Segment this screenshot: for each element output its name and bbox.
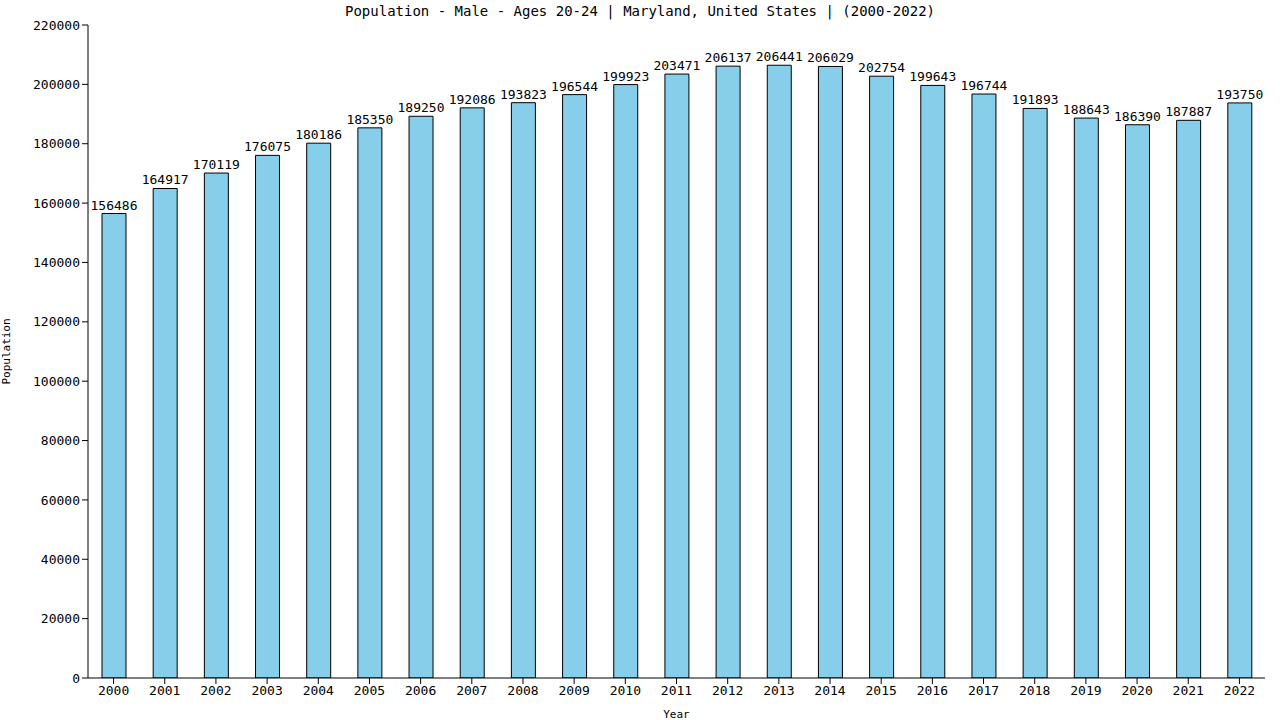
svg-text:192086: 192086 — [449, 92, 496, 107]
svg-text:80000: 80000 — [41, 433, 80, 448]
svg-text:180000: 180000 — [33, 136, 80, 151]
svg-text:2012: 2012 — [712, 683, 743, 698]
svg-text:140000: 140000 — [33, 255, 80, 270]
svg-text:2016: 2016 — [917, 683, 948, 698]
svg-text:206029: 206029 — [807, 50, 854, 65]
svg-text:2002: 2002 — [200, 683, 231, 698]
svg-text:2022: 2022 — [1224, 683, 1255, 698]
svg-text:2005: 2005 — [354, 683, 385, 698]
svg-text:188643: 188643 — [1063, 102, 1110, 117]
svg-text:Year: Year — [663, 708, 690, 720]
svg-text:156486: 156486 — [91, 198, 138, 213]
svg-text:185350: 185350 — [346, 112, 393, 127]
svg-text:2020: 2020 — [1121, 683, 1152, 698]
svg-text:2004: 2004 — [303, 683, 334, 698]
svg-text:202754: 202754 — [858, 60, 905, 75]
svg-text:2019: 2019 — [1070, 683, 1101, 698]
svg-text:2021: 2021 — [1173, 683, 1204, 698]
html-text:Population - Male - Ages 20-24: Population - Male - Ages 20-24 | Marylan… — [345, 3, 935, 19]
svg-text:2015: 2015 — [866, 683, 897, 698]
svg-text:191893: 191893 — [1012, 92, 1059, 107]
svg-text:2007: 2007 — [456, 683, 487, 698]
svg-text:2010: 2010 — [610, 683, 641, 698]
svg-text:2013: 2013 — [763, 683, 794, 698]
svg-text:176075: 176075 — [244, 139, 291, 154]
svg-text:220000: 220000 — [33, 18, 80, 33]
svg-text:180186: 180186 — [295, 127, 342, 142]
svg-text:60000: 60000 — [41, 493, 80, 508]
svg-text:2006: 2006 — [405, 683, 436, 698]
svg-text:2017: 2017 — [968, 683, 999, 698]
svg-text:170119: 170119 — [193, 157, 240, 172]
svg-text:2009: 2009 — [558, 683, 589, 698]
svg-text:2008: 2008 — [507, 683, 538, 698]
svg-text:193823: 193823 — [500, 87, 547, 102]
svg-text:199643: 199643 — [909, 69, 956, 84]
svg-text:2000: 2000 — [98, 683, 129, 698]
svg-text:2001: 2001 — [149, 683, 180, 698]
svg-text:193750: 193750 — [1216, 87, 1263, 102]
svg-text:Population: Population — [8, 318, 13, 384]
svg-text:200000: 200000 — [33, 77, 80, 92]
svg-text:206137: 206137 — [705, 50, 752, 65]
svg-text:120000: 120000 — [33, 314, 80, 329]
svg-text:2018: 2018 — [1019, 683, 1050, 698]
svg-text:203471: 203471 — [653, 58, 700, 73]
svg-text:160000: 160000 — [33, 196, 80, 211]
svg-text:189250: 189250 — [398, 100, 445, 115]
svg-text:187887: 187887 — [1165, 104, 1212, 119]
svg-text:100000: 100000 — [33, 374, 80, 389]
svg-text:40000: 40000 — [41, 552, 80, 567]
svg-text:2011: 2011 — [661, 683, 692, 698]
svg-text:164917: 164917 — [142, 172, 189, 187]
svg-text:196744: 196744 — [960, 78, 1007, 93]
svg-text:186390: 186390 — [1114, 109, 1161, 124]
svg-text:206441: 206441 — [756, 49, 803, 64]
svg-text:199923: 199923 — [602, 69, 649, 84]
svg-text:20000: 20000 — [41, 611, 80, 626]
svg-text:0: 0 — [72, 671, 80, 686]
svg-text:196544: 196544 — [551, 79, 598, 94]
svg-text:2003: 2003 — [251, 683, 282, 698]
svg-text:2014: 2014 — [814, 683, 845, 698]
